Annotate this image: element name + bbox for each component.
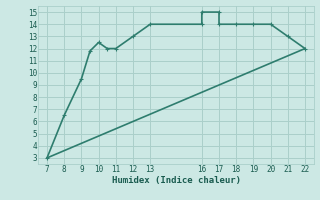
X-axis label: Humidex (Indice chaleur): Humidex (Indice chaleur) (111, 176, 241, 185)
